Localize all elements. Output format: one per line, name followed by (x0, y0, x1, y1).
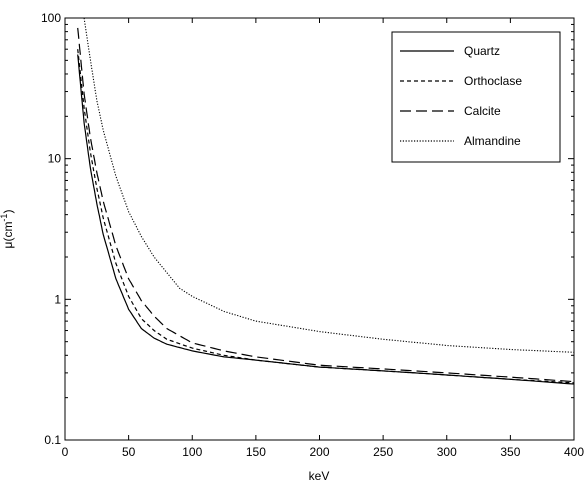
x-tick-label: 150 (246, 445, 266, 459)
x-tick-label: 300 (437, 445, 457, 459)
x-axis-title: keV (309, 469, 330, 482)
x-tick-label: 200 (309, 445, 329, 459)
legend-label-quartz: Quartz (464, 44, 500, 58)
y-axis-title: μ(cm-1) (0, 210, 15, 249)
y-axis-title-main: μ(cm (1, 222, 15, 249)
series-group (77, 18, 574, 385)
series-line-orthoclase (77, 49, 574, 384)
x-tick-label: 0 (62, 445, 69, 459)
x-tick-label: 350 (500, 445, 520, 459)
y-tick-label: 10 (48, 152, 62, 166)
x-tick-label: 50 (122, 445, 136, 459)
x-tick-label: 100 (182, 445, 202, 459)
series-line-calcite (77, 27, 574, 383)
y-tick-label: 0.1 (44, 433, 61, 447)
y-tick-label: 1 (54, 292, 61, 306)
legend-label-almandine: Almandine (464, 134, 521, 148)
x-tick-label: 400 (564, 445, 584, 459)
y-axis-title-close: ) (1, 210, 15, 214)
x-tick-label: 250 (373, 445, 393, 459)
legend: Quartz Orthoclase Calcite Almandine (391, 31, 561, 163)
legend-label-calcite: Calcite (464, 104, 501, 118)
legend-label-orthoclase: Orthoclase (464, 74, 522, 88)
y-axis-title-sup: -1 (0, 214, 9, 222)
plot-layer: 0 50 100 150 200 250 300 350 400 0.1 1 10 100 (41, 11, 584, 459)
legend-box (391, 31, 561, 163)
y-tick-label: 100 (41, 11, 61, 25)
